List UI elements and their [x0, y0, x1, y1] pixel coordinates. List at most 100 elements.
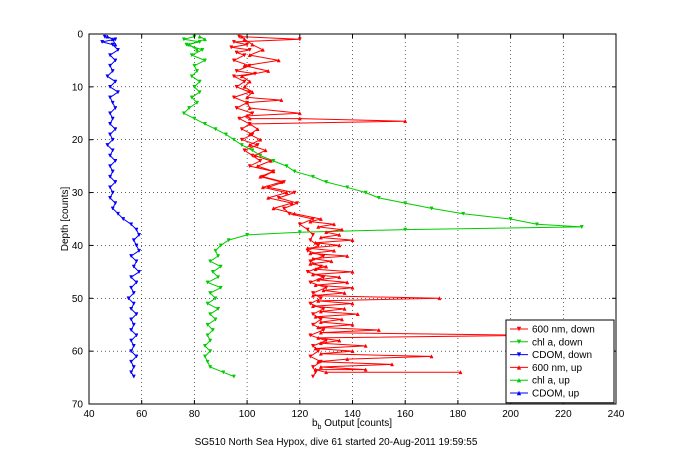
- data-point: [134, 259, 139, 264]
- data-point: [247, 52, 252, 57]
- data-point: [437, 296, 442, 301]
- data-point: [231, 374, 236, 379]
- data-point: [247, 164, 252, 169]
- data-point: [258, 174, 263, 179]
- data-point: [345, 280, 350, 285]
- data-point: [113, 159, 118, 164]
- data-point: [337, 232, 342, 237]
- data-point: [258, 159, 263, 164]
- data-point: [318, 216, 323, 221]
- data-point: [137, 270, 142, 275]
- data-point: [247, 121, 252, 126]
- data-point: [129, 359, 134, 364]
- data-point: [108, 95, 113, 100]
- y-tick-label: 20: [72, 135, 84, 146]
- data-point: [134, 312, 139, 317]
- legend-marker: [516, 352, 522, 357]
- data-point: [189, 74, 194, 79]
- data-point: [234, 50, 239, 55]
- data-point: [429, 206, 434, 211]
- data-point: [310, 256, 315, 261]
- data-point: [131, 301, 136, 306]
- y-tick-label: 10: [72, 82, 84, 93]
- data-point: [247, 79, 252, 84]
- data-point: [205, 359, 210, 364]
- legend-label: chl a, up: [532, 376, 570, 387]
- data-point: [192, 116, 197, 121]
- data-point: [237, 116, 242, 121]
- axis-ticks: 40 60 80 100 120 140 160 180 200 220 240 0 10 20 30 40 5…: [72, 30, 625, 421]
- data-point: [318, 309, 323, 314]
- data-point: [279, 179, 284, 184]
- data-point: [308, 238, 313, 243]
- data-point: [350, 348, 355, 353]
- data-point: [403, 201, 408, 206]
- data-point: [105, 74, 110, 79]
- data-point: [318, 364, 323, 369]
- data-point: [268, 158, 273, 163]
- data-point: [308, 251, 313, 256]
- data-point: [197, 79, 202, 84]
- legend-marker: [516, 326, 522, 332]
- data-point: [310, 272, 315, 277]
- data-point: [129, 349, 134, 354]
- data-point: [231, 40, 236, 45]
- data-point: [242, 84, 247, 89]
- data-point: [318, 330, 323, 335]
- data-point: [297, 222, 302, 227]
- data-point: [250, 42, 255, 47]
- data-point: [208, 259, 213, 264]
- data-point: [221, 370, 226, 375]
- data-point: [318, 296, 323, 301]
- x-tick-label: 160: [397, 409, 414, 420]
- legend-marker: [516, 365, 522, 370]
- data-point: [245, 113, 250, 118]
- data-point: [271, 169, 276, 174]
- data-point: [310, 365, 315, 370]
- data-point: [324, 180, 329, 185]
- data-point: [205, 333, 210, 338]
- data-point: [213, 317, 218, 322]
- series-line: [241, 36, 538, 373]
- data-point: [113, 127, 118, 132]
- data-point: [297, 111, 302, 116]
- data-point: [208, 349, 213, 354]
- data-point: [213, 248, 218, 253]
- data-point: [266, 68, 271, 73]
- data-point: [310, 344, 315, 349]
- y-tick-label: 70: [72, 400, 84, 411]
- data-point: [129, 222, 134, 227]
- data-point: [195, 100, 200, 105]
- data-point: [260, 47, 265, 52]
- data-point: [250, 153, 255, 158]
- legend-label: CDOM, up: [532, 389, 580, 400]
- data-point: [231, 58, 236, 63]
- data-point: [260, 185, 265, 190]
- data-point: [234, 69, 239, 74]
- data-point: [363, 343, 368, 348]
- x-axis-label-b: b: [312, 418, 318, 429]
- data-point: [266, 195, 271, 200]
- data-point: [181, 111, 186, 116]
- series-2: [100, 34, 142, 379]
- data-point: [108, 164, 113, 169]
- data-point: [245, 42, 250, 47]
- data-point: [121, 217, 126, 222]
- data-point: [255, 143, 260, 148]
- data-point: [242, 53, 247, 58]
- legend-entry: CDOM, up: [510, 389, 580, 400]
- data-point: [110, 42, 115, 47]
- data-point: [192, 85, 197, 90]
- data-point: [350, 322, 355, 327]
- data-point: [208, 365, 213, 370]
- data-point: [195, 47, 200, 52]
- data-point: [289, 200, 294, 205]
- data-point: [205, 301, 210, 306]
- data-point: [316, 335, 321, 340]
- data-point: [258, 137, 263, 142]
- x-axis-label: bb Output [counts]: [312, 418, 392, 431]
- data-point: [250, 111, 255, 116]
- data-point: [245, 100, 250, 105]
- data-point: [318, 317, 323, 322]
